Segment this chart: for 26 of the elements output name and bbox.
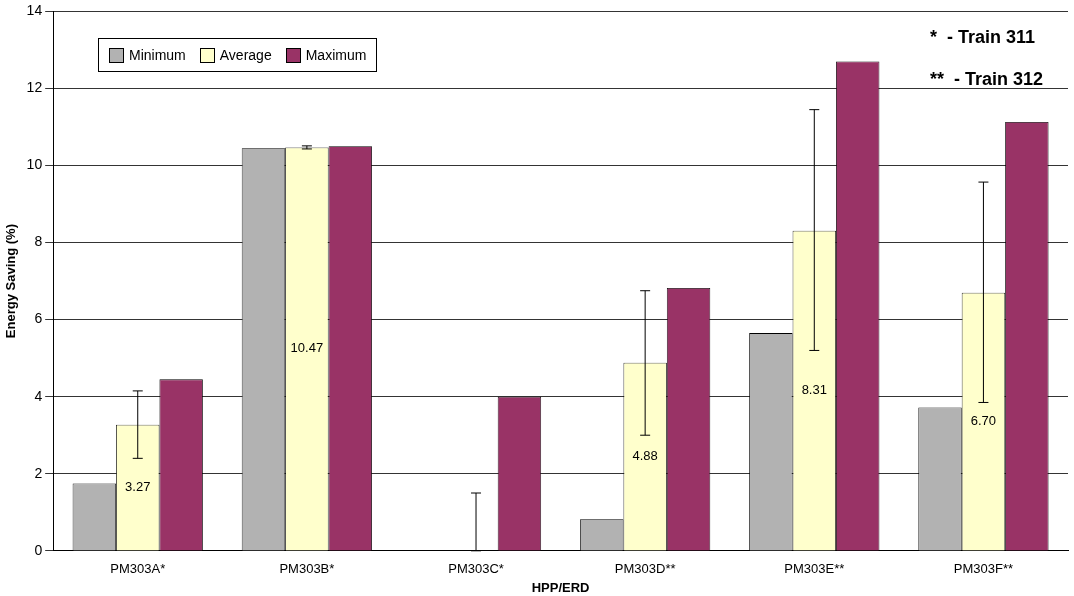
y-tick-label: 10	[26, 156, 43, 173]
y-tick-label: 0	[34, 541, 43, 558]
x-tick-label: PM303B*	[279, 561, 335, 577]
data-label: 8.31	[801, 382, 827, 398]
y-tick-label: 8	[34, 233, 43, 250]
legend-label: Minimum	[129, 47, 186, 63]
data-label: 6.70	[970, 413, 997, 429]
x-axis-title: HPP/ERD	[531, 579, 590, 595]
x-tick-label: PM303D**	[614, 561, 676, 577]
y-tick-label: 6	[34, 310, 43, 327]
legend-label: Maximum	[305, 47, 367, 63]
data-label: 4.88	[632, 448, 658, 464]
x-tick-label: PM303F**	[953, 561, 1014, 577]
y-tick-label: 14	[26, 2, 43, 19]
data-label: 3.27	[125, 479, 151, 495]
y-tick-label: 12	[26, 79, 43, 96]
annotation: ** - Train 312	[930, 68, 1044, 89]
data-label: 10.47	[290, 340, 324, 356]
legend-label: Average	[219, 47, 272, 63]
y-tick-label: 2	[34, 464, 43, 481]
annotation: * - Train 311	[930, 26, 1036, 47]
x-tick-label: PM303E**	[784, 561, 845, 577]
y-axis-title: Energy Saving (%)	[3, 224, 19, 339]
x-tick-label: PM303C*	[448, 561, 504, 577]
x-tick-label: PM303A*	[110, 561, 166, 577]
y-tick-label: 4	[34, 387, 43, 404]
